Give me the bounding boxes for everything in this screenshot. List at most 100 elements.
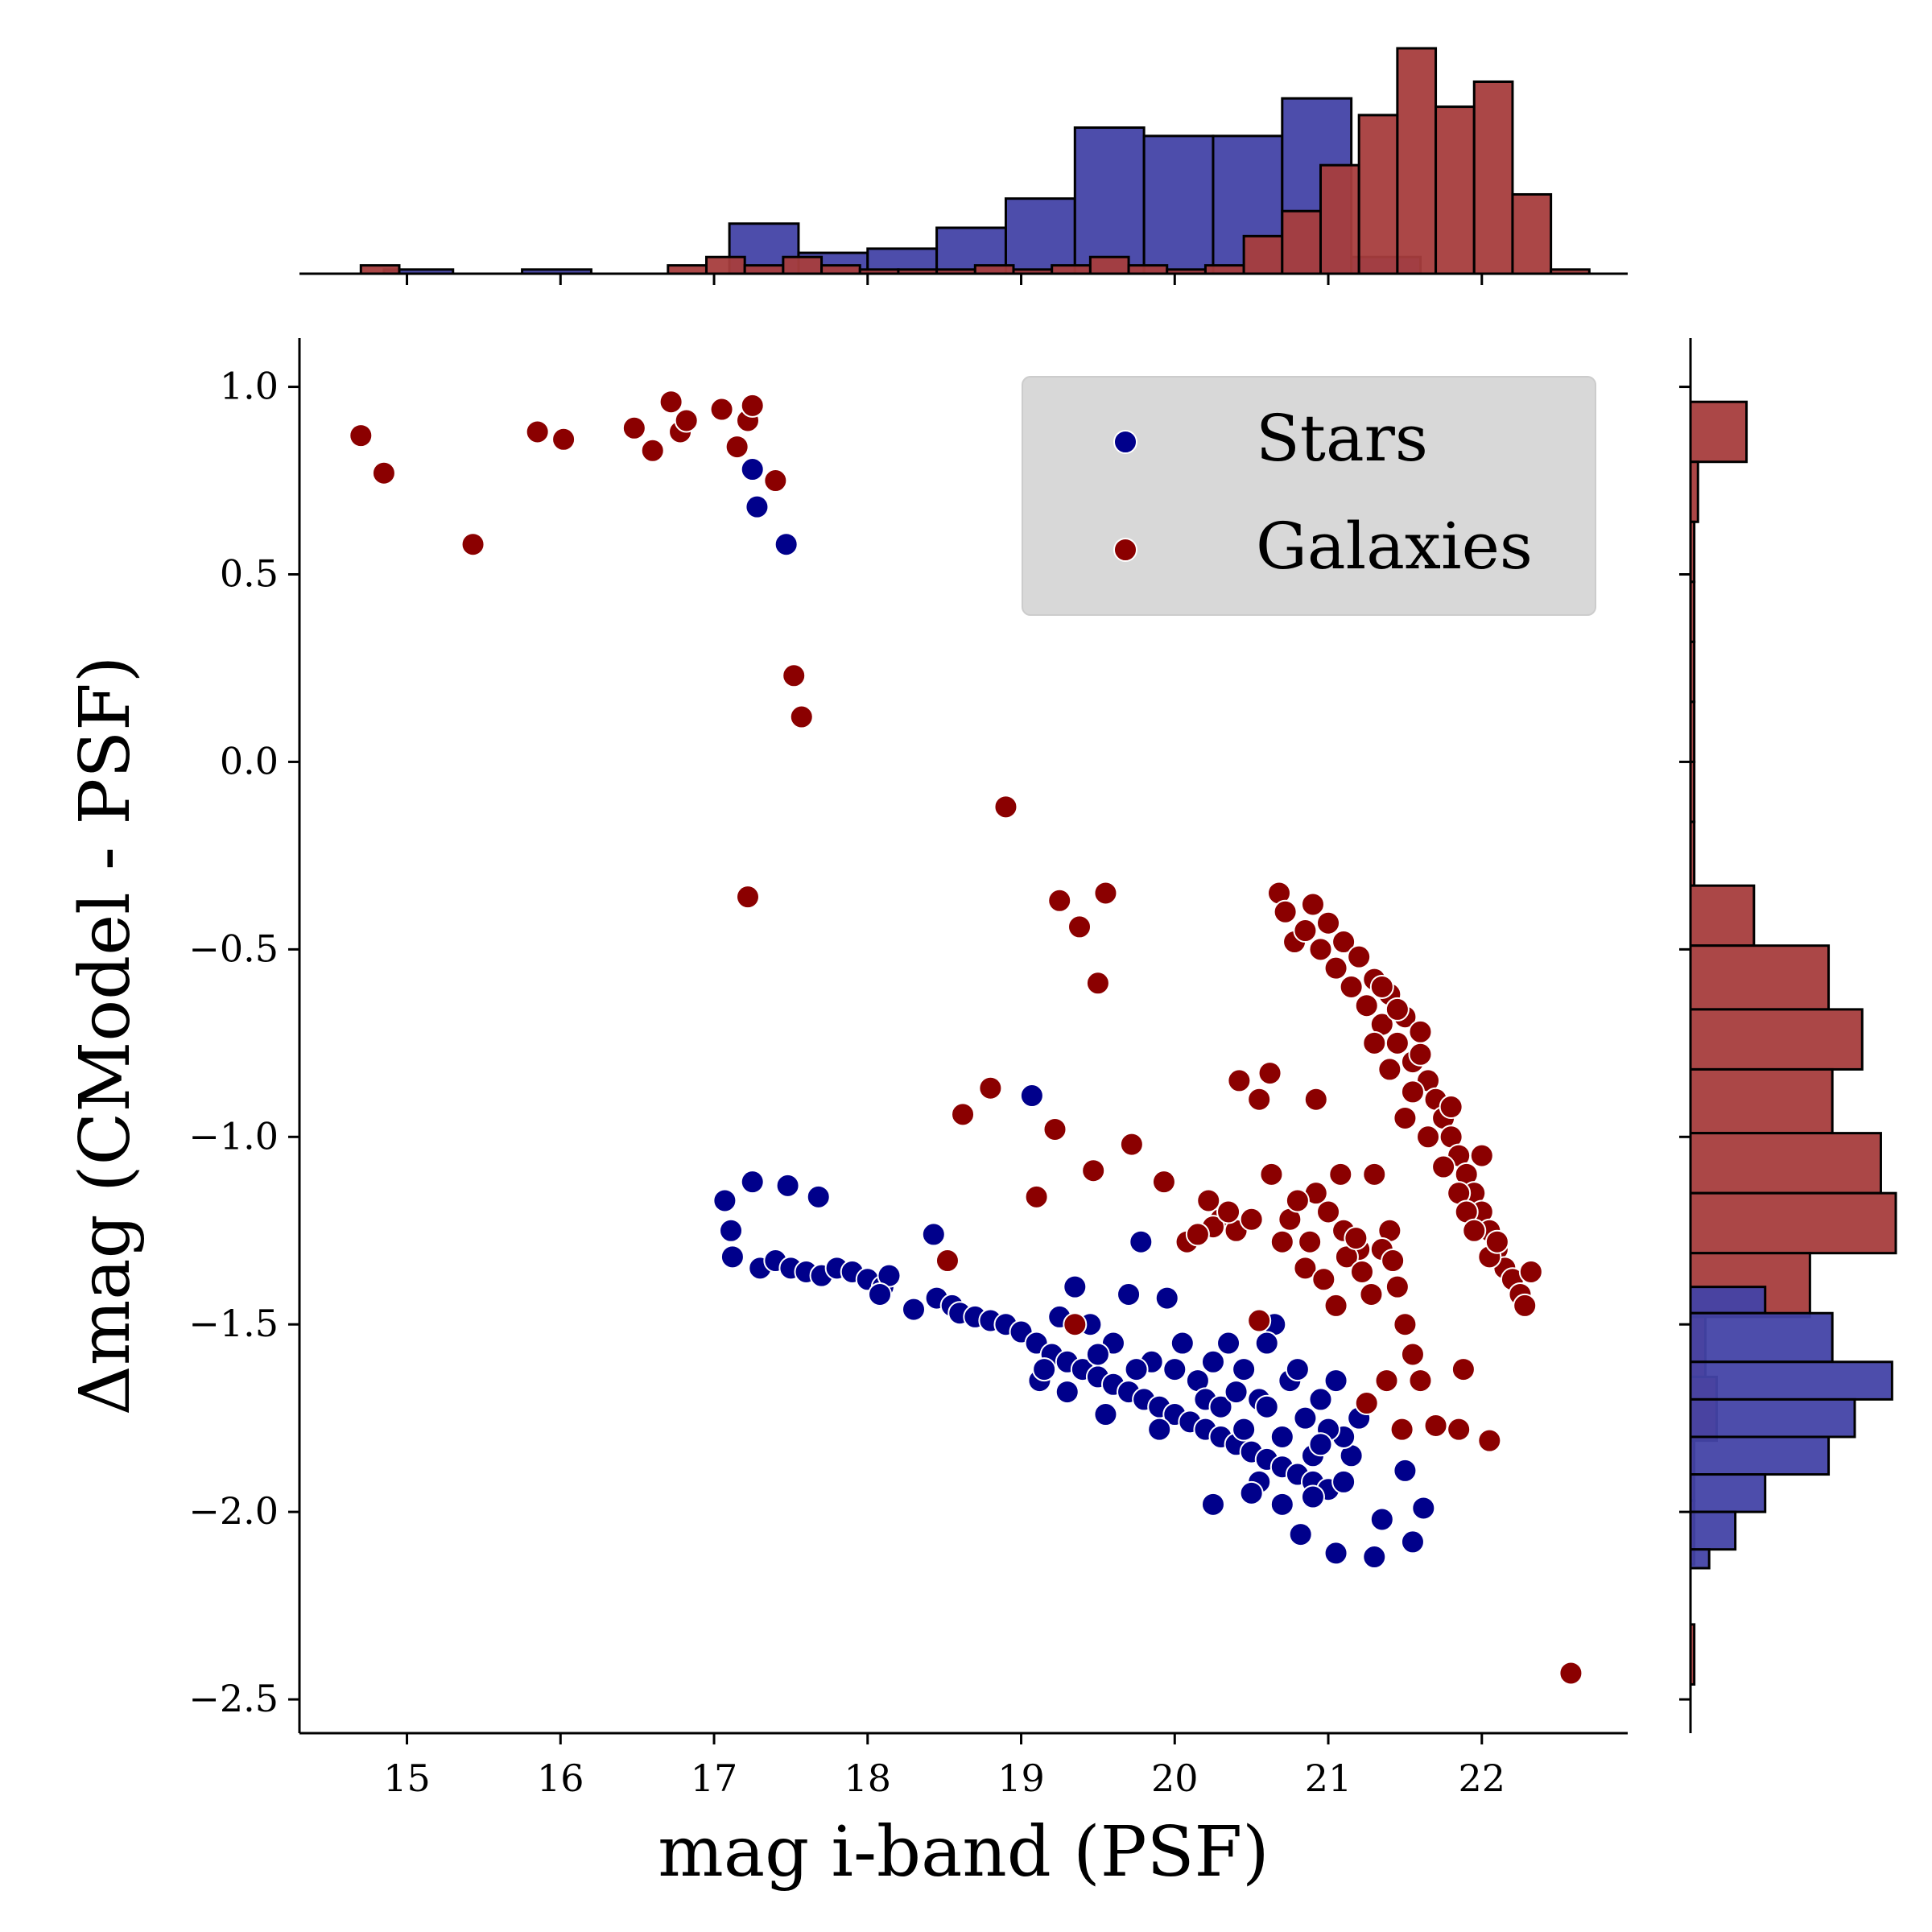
right-hist-bar-galaxies [1689,1623,1696,1686]
data-point-galaxies [1185,1222,1210,1247]
right-hist-bar-galaxies [1689,640,1696,704]
data-point-stars [1323,1541,1348,1566]
right-hist-bar-stars [1689,1510,1737,1551]
data-point-galaxies [1408,1019,1433,1044]
top-hist-bar-galaxies [973,264,1015,275]
data-point-galaxies [1303,1087,1328,1112]
data-point-stars [1063,1274,1088,1299]
right-hist-bar-stars [1689,1435,1831,1476]
data-point-galaxies [1239,1207,1264,1232]
top-hist-bar-galaxies [820,264,861,275]
data-point-galaxies [1024,1184,1049,1209]
right-hist-bar-galaxies [1689,944,1831,1011]
y-tick-label: −2.5 [188,1677,279,1720]
x-tick-label: 22 [1459,1757,1506,1800]
data-point-galaxies [1513,1293,1538,1318]
data-point-galaxies [640,438,665,463]
data-point-galaxies [1359,1282,1384,1307]
top-hist-bar-galaxies [1472,80,1514,275]
data-point-galaxies [1408,1042,1433,1067]
right-hist-bar-galaxies [1689,820,1696,887]
right-hist-bar-galaxies [1689,580,1696,643]
data-point-galaxies [724,435,749,460]
right-hist-bar-stars [1689,1397,1856,1439]
data-point-stars [1254,1331,1279,1356]
data-point-stars [1019,1084,1044,1108]
data-point-galaxies [371,460,396,485]
top-hist-bar-galaxies [1088,255,1130,275]
data-point-galaxies [1298,1229,1323,1254]
data-point-stars [1093,1402,1118,1427]
data-point-galaxies [1316,1199,1341,1224]
data-point-stars [1232,1417,1257,1442]
data-point-galaxies [1285,1188,1310,1213]
legend-label-stars: Stars [1256,401,1428,476]
data-point-stars [902,1297,927,1322]
data-point-galaxies [789,704,814,729]
data-point-galaxies [1381,1249,1406,1274]
data-point-galaxies [658,390,683,415]
data-point-galaxies [1259,1162,1284,1187]
data-point-galaxies [1416,1125,1441,1150]
data-point-galaxies [525,419,550,444]
data-point-stars [740,457,765,482]
data-point-galaxies [1081,1158,1106,1183]
data-point-stars [1362,1545,1387,1570]
data-point-galaxies [1300,892,1325,917]
data-point-galaxies [951,1102,976,1127]
top-hist-bar-galaxies [1166,268,1207,275]
data-point-galaxies [1093,881,1118,906]
data-point-galaxies [1216,1199,1241,1224]
data-point-galaxies [1389,1417,1414,1442]
data-point-galaxies [735,885,760,910]
top-hist-bar-galaxies [935,268,976,275]
data-point-galaxies [1063,1312,1088,1337]
data-point-galaxies [763,469,788,493]
data-point-galaxies [1423,1413,1448,1438]
data-point-galaxies [1293,919,1318,943]
top-hist-bar-galaxies [1127,264,1169,275]
data-point-galaxies [1350,1259,1374,1284]
right-hist-bar-galaxies [1689,460,1699,523]
y-tick-label: 0.0 [220,739,279,782]
right-hist-bar-stars [1689,1360,1893,1401]
top-hist-bar-galaxies [1012,268,1054,275]
data-point-galaxies [1067,914,1092,939]
data-point-stars [1117,1282,1141,1307]
data-point-stars [740,1170,765,1195]
data-point-stars [1285,1357,1310,1382]
data-point-stars [1323,1368,1348,1393]
data-point-stars [1254,1394,1279,1419]
data-point-galaxies [1323,956,1348,980]
data-point-galaxies [1196,1188,1221,1213]
right-hist-bar-galaxies [1689,400,1748,464]
data-point-galaxies [674,408,699,433]
legend-label-galaxies: Galaxies [1256,509,1533,584]
data-point-galaxies [1119,1132,1144,1157]
data-point-stars [1055,1380,1080,1405]
right-hist-bar-stars [1689,1286,1767,1315]
data-point-galaxies [1377,1057,1402,1082]
right-hist-bar-stars [1689,1311,1834,1364]
right-hist-bar-galaxies [1689,1132,1882,1195]
data-point-stars [1269,1492,1294,1517]
data-point-galaxies [1393,1105,1418,1130]
data-point-stars [1269,1424,1294,1449]
legend-box [1022,376,1596,616]
right-hist-bar-stars [1689,1548,1711,1570]
top-hist-bar-galaxies [1242,234,1284,275]
x-tick-label: 17 [691,1757,738,1800]
data-point-stars [1232,1357,1257,1382]
data-point-stars [712,1188,737,1213]
data-point-galaxies [551,427,576,452]
data-point-stars [1308,1432,1333,1457]
data-point-galaxies [1431,1154,1456,1179]
data-point-galaxies [1477,1428,1502,1453]
data-point-galaxies [1462,1218,1487,1243]
y-tick-label: −1.5 [188,1302,279,1345]
data-point-stars [719,1218,744,1243]
data-point-stars [1224,1380,1249,1405]
data-point-galaxies [782,663,807,688]
data-point-stars [1032,1357,1057,1382]
